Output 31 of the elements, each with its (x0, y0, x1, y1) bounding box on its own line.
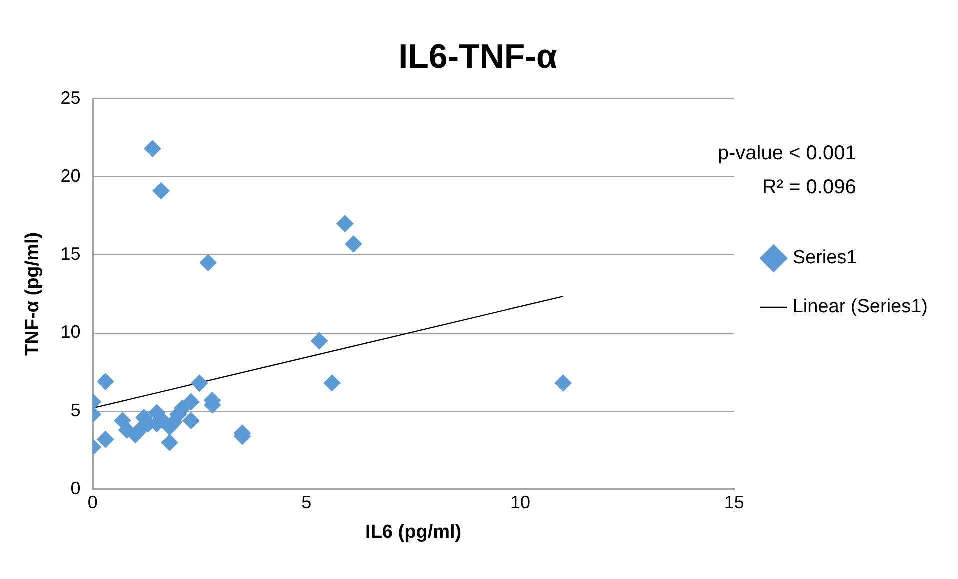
point (554, 374, 572, 392)
chart-title: IL6-TNF-α (398, 38, 558, 76)
y-tick-label: 0 (70, 478, 81, 499)
point (144, 140, 162, 158)
annotation: p-value < 0.001 (718, 142, 856, 164)
point (161, 434, 178, 452)
point (336, 215, 354, 232)
point (324, 374, 341, 392)
point (97, 373, 114, 390)
x-tick-label: 5 (302, 492, 312, 512)
legend-label: Linear (Series1) (792, 296, 928, 318)
x-tick-label: 10 (510, 492, 531, 512)
point (310, 332, 328, 350)
point (152, 182, 170, 200)
legend-label: Series1 (792, 248, 858, 269)
y-tick-label: 15 (60, 244, 81, 264)
point (182, 412, 200, 430)
x-tick-label: 15 (724, 492, 744, 512)
text: R² = 0.096 (762, 176, 856, 198)
y-tick-label: 10 (60, 322, 81, 342)
y-tick-label: 25 (60, 88, 81, 108)
y-tick-label: 5 (70, 400, 81, 420)
y-axis-title: TNF-α (pg/ml) (22, 232, 44, 356)
y-tick-label: 20 (60, 166, 81, 186)
point (182, 394, 200, 411)
point (191, 374, 208, 392)
point (97, 431, 114, 448)
x-axis-title: IL6 (pg/ml) (366, 522, 462, 543)
x-tick-label: 0 (88, 492, 98, 512)
point (345, 236, 362, 253)
point (200, 254, 217, 272)
